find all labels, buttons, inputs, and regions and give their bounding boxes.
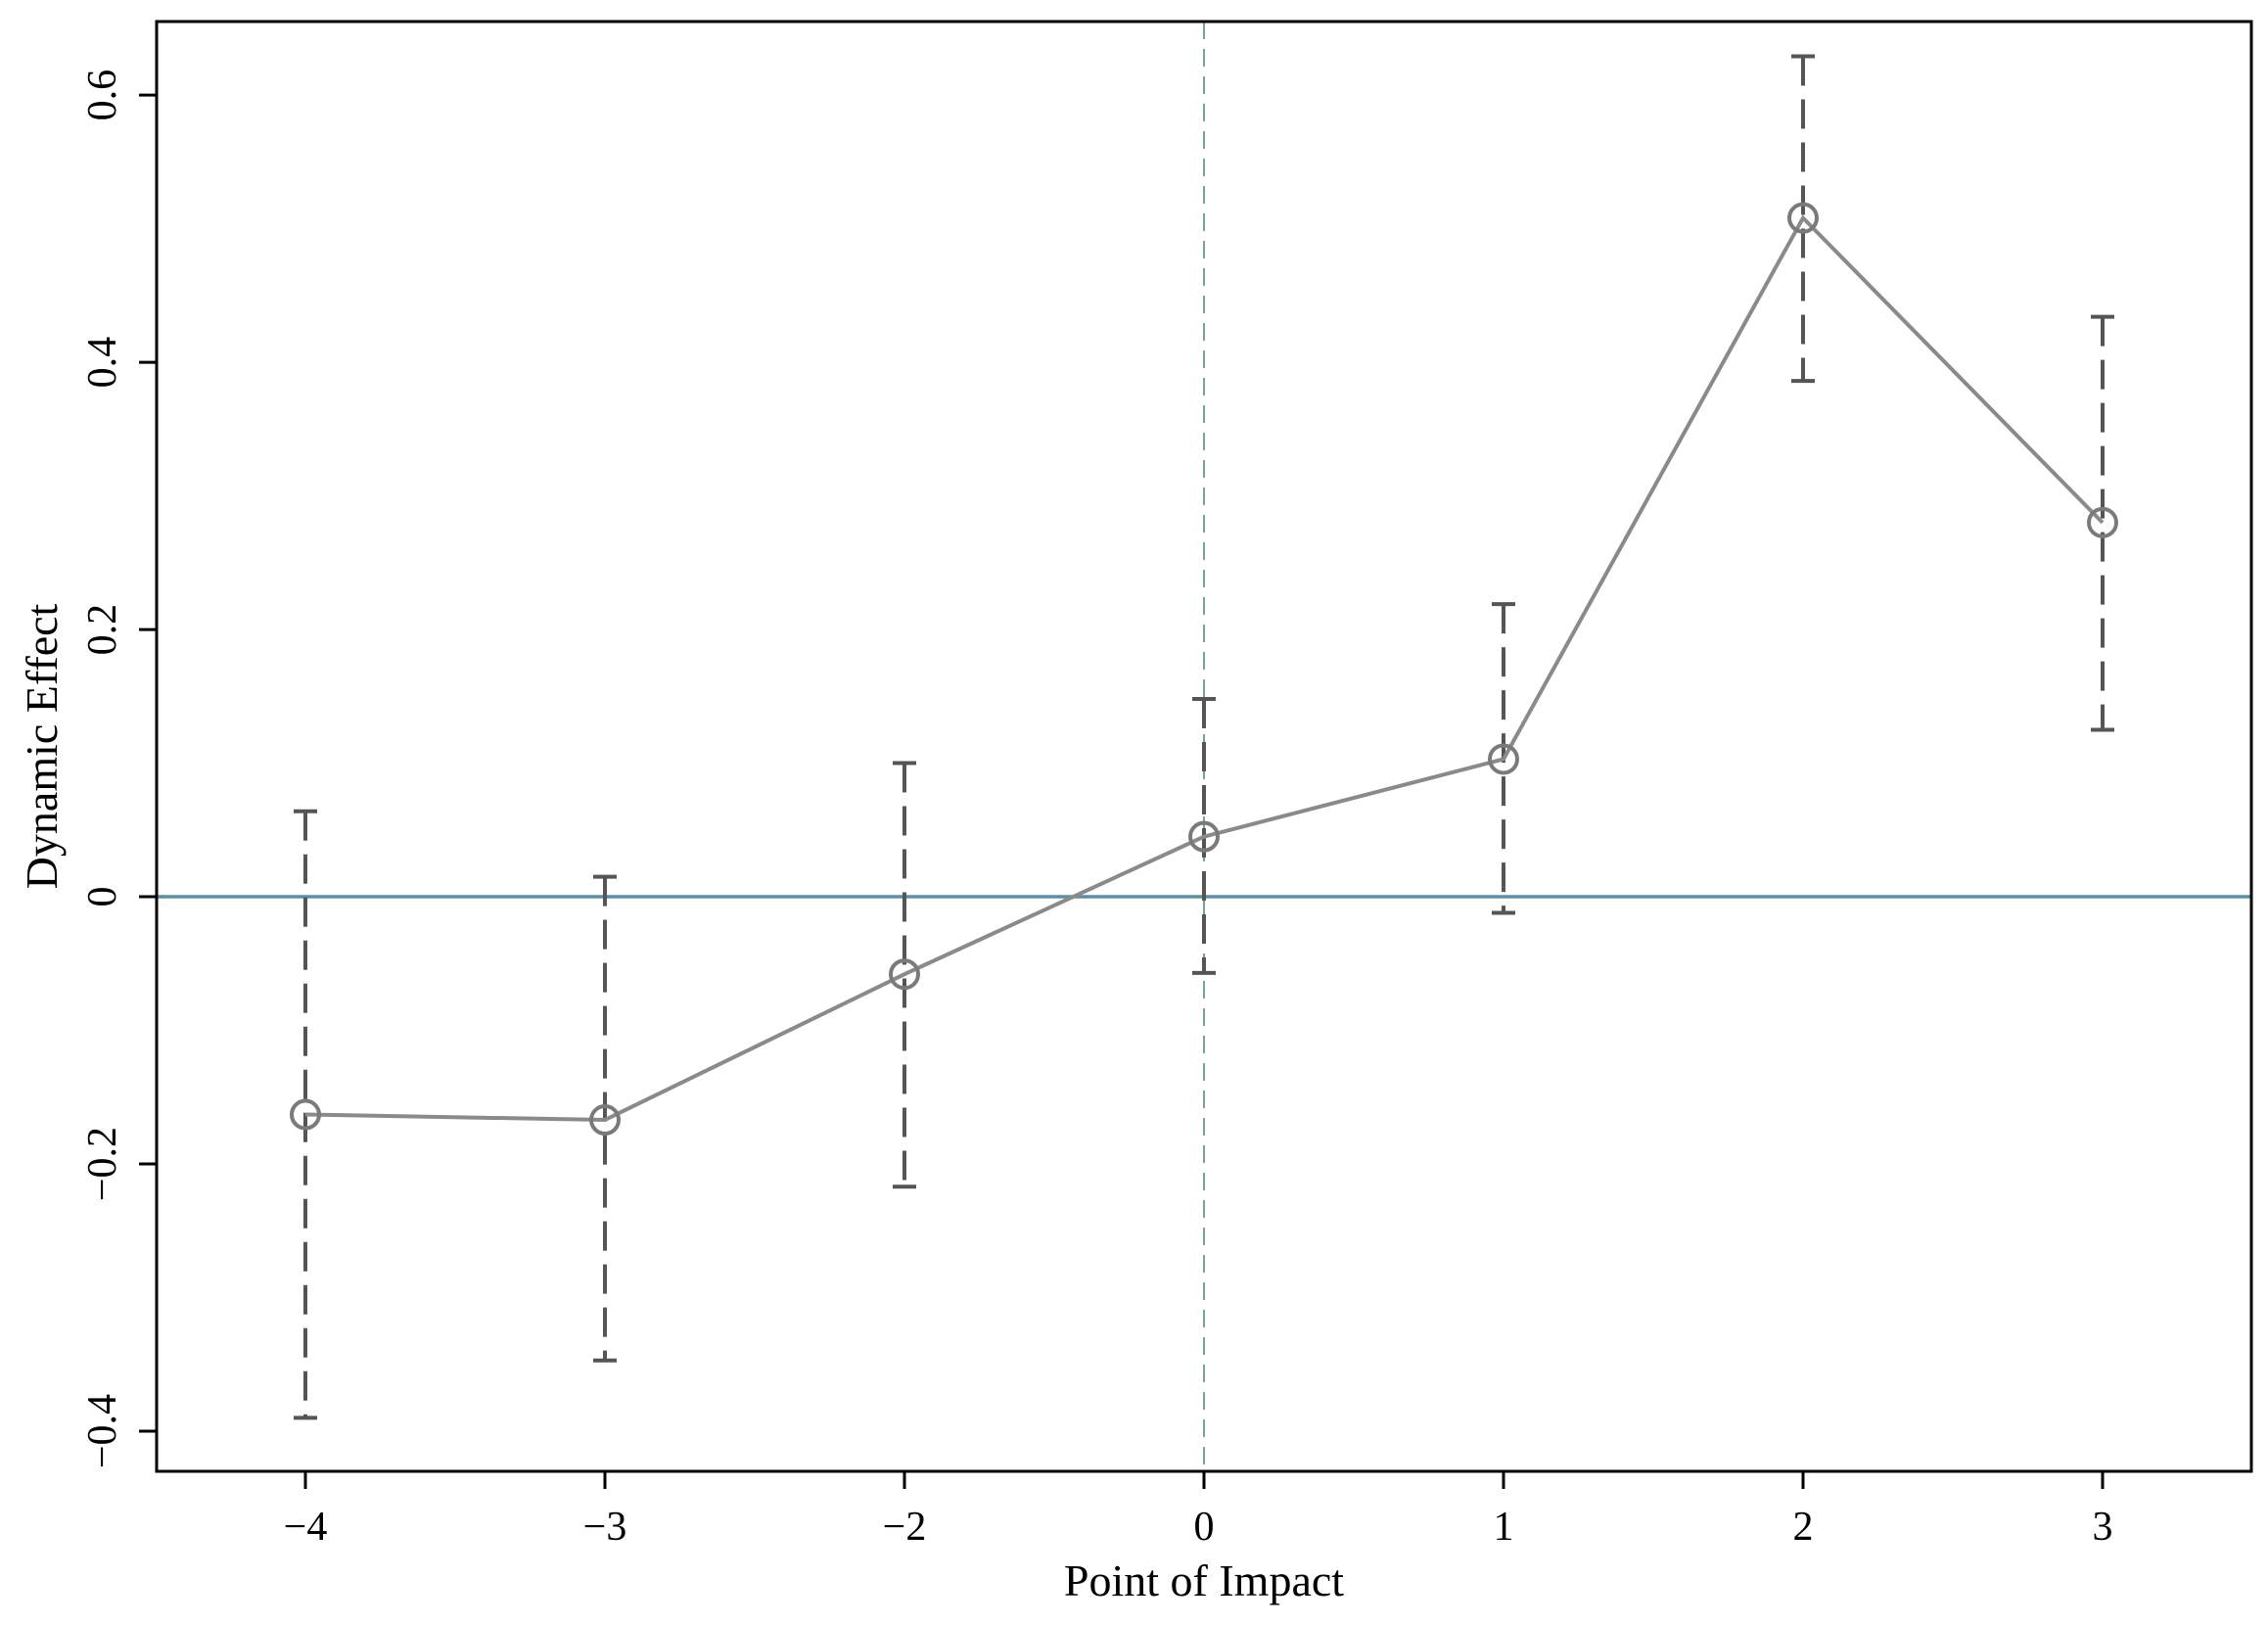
x-tick-label: 2 [1793, 1505, 1814, 1550]
y-axis-title: Dynamic Effect [17, 603, 67, 889]
x-axis: −4 −3 −2 0 1 2 3 [284, 1471, 2113, 1550]
series-line-layer [304, 214, 2105, 1123]
data-point [290, 1098, 321, 1131]
y-tick-label: 0.4 [80, 337, 125, 389]
y-tick-label: −0.4 [80, 1394, 125, 1468]
data-point [1188, 820, 1220, 853]
data-point [1488, 743, 1519, 775]
y-tick-label: −0.2 [80, 1127, 125, 1201]
y-tick-label: 0.2 [80, 604, 125, 656]
x-tick-label: −2 [883, 1505, 927, 1550]
data-point [589, 1104, 621, 1137]
data-point [2087, 506, 2118, 538]
y-axis: −0.4 −0.2 0 0.2 0.4 0.6 [80, 70, 157, 1468]
x-tick-label: 0 [1194, 1505, 1215, 1550]
y-tick-label: 0.6 [80, 70, 125, 121]
x-tick-label: −4 [284, 1505, 328, 1550]
y-tick-label: 0 [80, 887, 125, 907]
point-markers [290, 202, 2118, 1137]
x-tick-label: 3 [2093, 1505, 2113, 1550]
data-point [889, 958, 920, 991]
x-axis-title: Point of Impact [1064, 1555, 1344, 1605]
series-line [304, 214, 2105, 1123]
data-point [1787, 202, 1819, 234]
x-tick-label: 1 [1494, 1505, 1514, 1550]
x-tick-label: −3 [583, 1505, 627, 1550]
